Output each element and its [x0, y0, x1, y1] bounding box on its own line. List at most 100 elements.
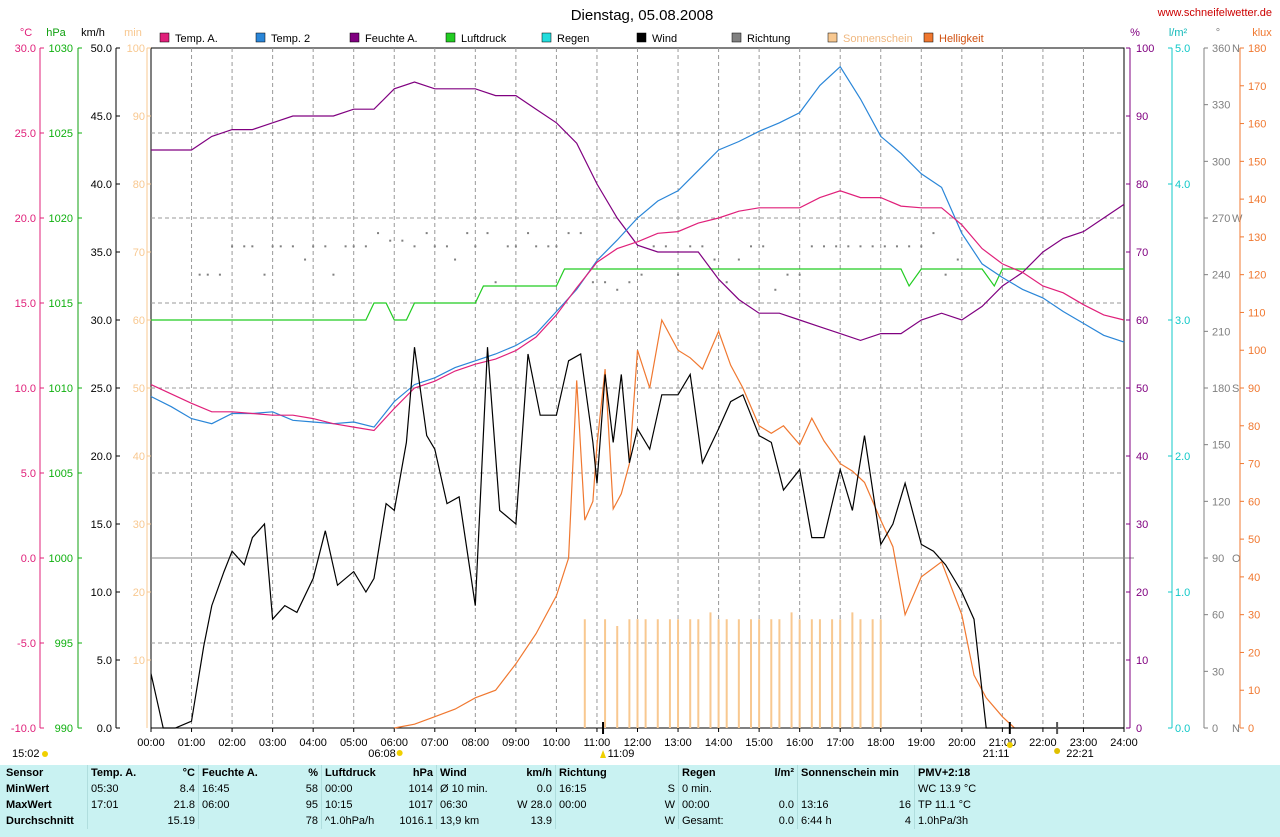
- direction-point: [689, 245, 692, 248]
- klux-tick-label: 60: [1248, 496, 1260, 508]
- min-tick-label: 90: [133, 111, 145, 123]
- legend-label: Temp. 2: [271, 33, 310, 45]
- direction-point: [944, 273, 947, 276]
- klux-tick-label: 120: [1248, 270, 1266, 282]
- wind-info: 06:30: [436, 797, 501, 813]
- hpa-tick-label: 995: [55, 638, 73, 650]
- hpa-tick-label: 1025: [49, 128, 73, 140]
- min-tick-label: 80: [133, 179, 145, 191]
- hum-tick-label: 30: [1136, 519, 1148, 531]
- direction-point: [847, 245, 850, 248]
- direction-point: [514, 245, 517, 248]
- hum-value: 78: [305, 815, 318, 827]
- x-tick-label: 17:00: [826, 737, 854, 749]
- summary-row-label: MinWert: [6, 783, 50, 795]
- min-tick-label: 10: [133, 655, 145, 667]
- legend-swatch: [731, 32, 742, 43]
- hum-value: 95: [305, 799, 318, 811]
- wind-value: 0.0: [536, 783, 552, 795]
- wind-tick-label: 50.0: [91, 43, 112, 55]
- x-tick-label: 01:00: [178, 737, 206, 749]
- direction-point: [263, 273, 266, 276]
- wind-tick-label: 5.0: [97, 655, 112, 667]
- hum-tick-label: 70: [1136, 247, 1148, 259]
- sunset-label: 21:11: [983, 748, 1010, 760]
- klux-tick-label: 110: [1248, 307, 1266, 319]
- legend-swatch: [159, 32, 170, 43]
- pmv-value: TP 11.1 °C: [914, 797, 1021, 813]
- x-tick-label: 03:00: [259, 737, 287, 749]
- klux-tick-label: 100: [1248, 345, 1266, 357]
- wind-tick-label: 0.0: [97, 723, 112, 735]
- min-tick-label: 20: [133, 587, 145, 599]
- dir-tick-label: 180: [1212, 383, 1230, 395]
- klux-tick-label: 30: [1248, 610, 1260, 622]
- dir-tick-label: 120: [1212, 496, 1230, 508]
- x-tick-label: 22:00: [1029, 737, 1057, 749]
- x-tick-label: 18:00: [867, 737, 895, 749]
- rain-tick-label: 3.0: [1175, 315, 1190, 327]
- direction-point: [859, 245, 862, 248]
- direction-point: [616, 288, 619, 291]
- dir-time: 16:15: [555, 781, 632, 797]
- x-tick-label: 00:00: [137, 737, 165, 749]
- direction-dots: [198, 232, 959, 291]
- temp-tick-label: 5.0: [21, 468, 36, 480]
- direction-point: [895, 245, 898, 248]
- direction-point: [251, 245, 254, 248]
- wind-value: 13.9: [530, 815, 552, 827]
- series-helligkeit: [394, 318, 1015, 729]
- klux-tick-label: 40: [1248, 572, 1260, 584]
- direction-point: [567, 232, 570, 235]
- site-link[interactable]: www.schneifelwetter.de: [1157, 7, 1272, 19]
- min-tick-label: 100: [127, 43, 145, 55]
- x-tick-label: 15:00: [745, 737, 773, 749]
- direction-point: [883, 245, 886, 248]
- chart-title: Dienstag, 05.08.2008: [571, 7, 714, 24]
- direction-point: [344, 245, 347, 248]
- header-richtung: Richtung: [555, 765, 632, 781]
- header-feuchte-unit: %: [308, 767, 318, 779]
- hpa-tick-label: 1010: [49, 383, 73, 395]
- compass-label: O: [1232, 553, 1241, 565]
- x-tick-label: 09:00: [502, 737, 530, 749]
- unit-hpa: hPa: [46, 27, 66, 39]
- temp-time: 17:01: [87, 797, 146, 813]
- direction-point: [701, 245, 704, 248]
- temp-tick-label: 10.0: [15, 383, 36, 395]
- header-druck-unit: hPa: [412, 767, 433, 779]
- x-tick-label: 20:00: [948, 737, 976, 749]
- temp-tick-label: -5.0: [17, 638, 36, 650]
- wind-info: 13,9 km: [436, 813, 501, 829]
- header-regen-unit: l/m²: [774, 767, 794, 779]
- dir-tick-label: 330: [1212, 100, 1230, 112]
- klux-tick-label: 150: [1248, 156, 1266, 168]
- sunset-icon: [1006, 742, 1013, 748]
- direction-point: [664, 245, 667, 248]
- temp-tick-label: 25.0: [15, 128, 36, 140]
- compass-label: W: [1232, 213, 1243, 225]
- direction-point: [206, 273, 209, 276]
- legend-swatch: [636, 32, 647, 43]
- direction-point: [312, 245, 315, 248]
- min-tick-label: 40: [133, 451, 145, 463]
- klux-tick-label: 170: [1248, 81, 1266, 93]
- sun-info: [797, 781, 876, 797]
- direction-point: [920, 245, 923, 248]
- legend-swatch: [349, 32, 360, 43]
- dir-value: S: [667, 783, 675, 795]
- sun-info: 6:44 h: [797, 813, 876, 829]
- temp-tick-label: 0.0: [21, 553, 36, 565]
- klux-tick-label: 10: [1248, 685, 1260, 697]
- hpa-tick-label: 990: [55, 723, 73, 735]
- sun-value: 16: [898, 799, 911, 811]
- druck-time: ^1.0hPa/h: [321, 813, 386, 829]
- direction-point: [535, 245, 538, 248]
- x-tick-label: 14:00: [705, 737, 733, 749]
- unit-hum: %: [1130, 27, 1140, 39]
- x-tick-label: 08:00: [462, 737, 490, 749]
- dir-time: [555, 813, 632, 829]
- direction-point: [956, 258, 959, 261]
- compass-label: N: [1232, 43, 1240, 55]
- compass-label: S: [1232, 383, 1239, 395]
